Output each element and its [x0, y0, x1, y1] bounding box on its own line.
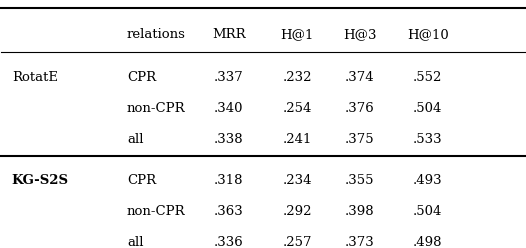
Text: all: all — [127, 133, 144, 146]
Text: KG-S2S: KG-S2S — [12, 174, 69, 187]
Text: .355: .355 — [345, 174, 375, 187]
Text: .340: .340 — [214, 102, 244, 115]
Text: .374: .374 — [345, 70, 375, 84]
Text: .363: .363 — [214, 205, 244, 218]
Text: .241: .241 — [282, 133, 312, 146]
Text: MRR: MRR — [212, 28, 246, 41]
Text: .373: .373 — [345, 236, 375, 248]
Text: .257: .257 — [282, 236, 312, 248]
Text: RotatE: RotatE — [12, 70, 58, 84]
Text: H@1: H@1 — [280, 28, 313, 41]
Text: all: all — [127, 236, 144, 248]
Text: non-CPR: non-CPR — [127, 102, 186, 115]
Text: H@3: H@3 — [343, 28, 377, 41]
Text: .504: .504 — [413, 205, 442, 218]
Text: .292: .292 — [282, 205, 312, 218]
Text: .498: .498 — [413, 236, 442, 248]
Text: .552: .552 — [413, 70, 442, 84]
Text: .232: .232 — [282, 70, 312, 84]
Text: .338: .338 — [214, 133, 244, 146]
Text: CPR: CPR — [127, 70, 156, 84]
Text: non-CPR: non-CPR — [127, 205, 186, 218]
Text: .398: .398 — [345, 205, 375, 218]
Text: .493: .493 — [413, 174, 442, 187]
Text: H@10: H@10 — [407, 28, 449, 41]
Text: .254: .254 — [282, 102, 312, 115]
Text: relations: relations — [127, 28, 186, 41]
Text: CPR: CPR — [127, 174, 156, 187]
Text: .376: .376 — [345, 102, 375, 115]
Text: .234: .234 — [282, 174, 312, 187]
Text: .337: .337 — [214, 70, 244, 84]
Text: .533: .533 — [413, 133, 442, 146]
Text: .336: .336 — [214, 236, 244, 248]
Text: .504: .504 — [413, 102, 442, 115]
Text: .375: .375 — [345, 133, 375, 146]
Text: .318: .318 — [214, 174, 244, 187]
